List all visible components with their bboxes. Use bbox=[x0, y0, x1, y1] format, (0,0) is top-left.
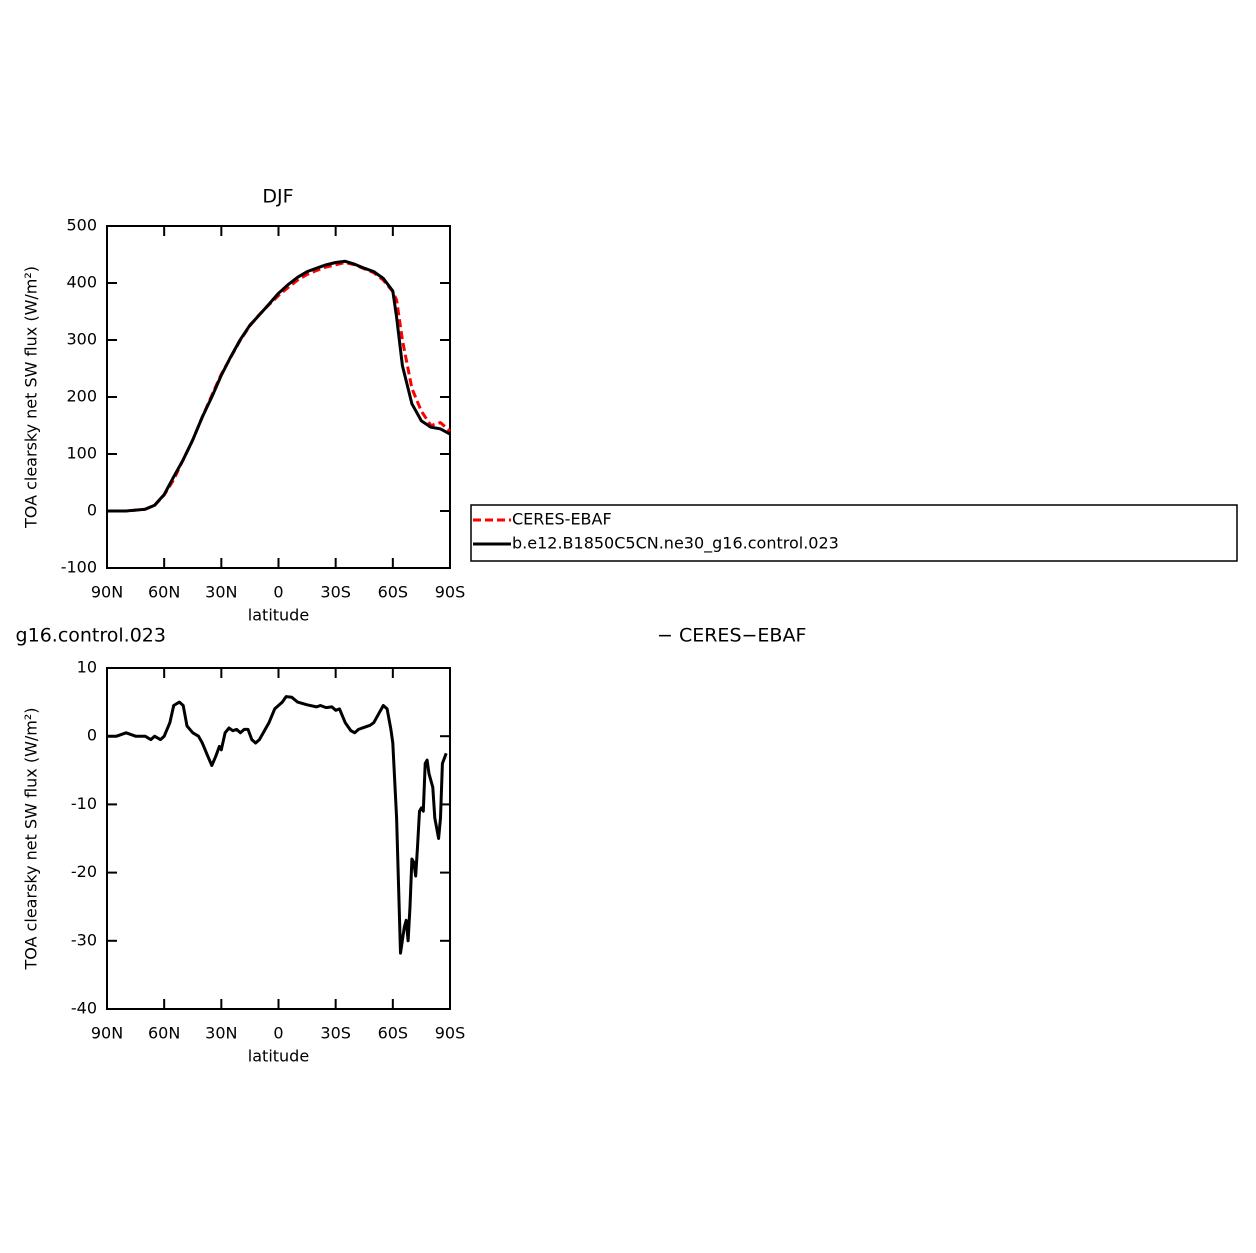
x-tick-label: 30N bbox=[205, 1024, 237, 1043]
x-tick-label: 30S bbox=[320, 1024, 351, 1043]
legend-label: b.e12.B1850C5CN.ne30_g16.control.023 bbox=[512, 534, 839, 554]
x-tick-label: 30N bbox=[205, 583, 237, 602]
x-tick-label: 90N bbox=[91, 583, 123, 602]
y-tick-label: -30 bbox=[71, 930, 97, 949]
legend-box bbox=[470, 504, 1238, 562]
y-tick-label: 100 bbox=[66, 444, 97, 463]
x-tick-label: 90S bbox=[435, 1024, 466, 1043]
y-tick-label: 0 bbox=[87, 726, 97, 745]
chart-title: DJF bbox=[262, 186, 293, 208]
plot-frame bbox=[106, 225, 451, 569]
y-tick-label: -40 bbox=[71, 999, 97, 1018]
y-axis-label: TOA clearsky net SW flux (W/m²) bbox=[22, 707, 41, 970]
y-tick-label: 10 bbox=[77, 658, 97, 677]
legend-label: CERES-EBAF bbox=[512, 510, 612, 529]
x-axis-label: latitude bbox=[248, 1047, 309, 1066]
x-tick-label: 90N bbox=[91, 1024, 123, 1043]
x-tick-label: 0 bbox=[273, 1024, 283, 1043]
x-tick-label: 0 bbox=[273, 583, 283, 602]
x-tick-label: 30S bbox=[320, 583, 351, 602]
y-tick-label: -10 bbox=[71, 794, 97, 813]
series-line bbox=[107, 259, 451, 513]
chart-title: − CERES−EBAF bbox=[657, 625, 806, 647]
y-axis-label: TOA clearsky net SW flux (W/m²) bbox=[22, 266, 41, 529]
y-tick-label: -20 bbox=[71, 862, 97, 881]
y-tick-label: 0 bbox=[87, 501, 97, 520]
y-tick-label: 400 bbox=[66, 273, 97, 292]
y-tick-label: -100 bbox=[61, 558, 97, 577]
x-tick-label: 60N bbox=[148, 583, 180, 602]
series-line bbox=[107, 695, 448, 955]
y-tick-label: 500 bbox=[66, 216, 97, 235]
chart-title: g16.control.023 bbox=[16, 625, 166, 647]
x-tick-label: 90S bbox=[435, 583, 466, 602]
series-line bbox=[107, 261, 452, 513]
x-tick-label: 60N bbox=[148, 1024, 180, 1043]
y-tick-label: 200 bbox=[66, 387, 97, 406]
x-tick-label: 60S bbox=[378, 583, 409, 602]
x-axis-label: latitude bbox=[248, 606, 309, 625]
x-tick-label: 60S bbox=[378, 1024, 409, 1043]
y-tick-label: 300 bbox=[66, 330, 97, 349]
